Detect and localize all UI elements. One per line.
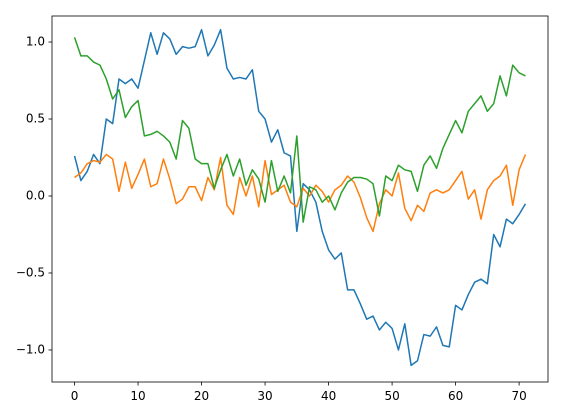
- x-tick-label: 0: [71, 389, 79, 403]
- y-tick-label: −1.0: [16, 342, 45, 356]
- x-tick-label: 70: [511, 389, 526, 403]
- axes-frame: [51, 15, 549, 383]
- x-tick-label: 30: [257, 389, 272, 403]
- y-tick-label: −0.5: [16, 265, 45, 279]
- y-tick-label: 0.0: [26, 188, 45, 202]
- x-tick-label: 40: [321, 389, 336, 403]
- line: [74, 153, 527, 233]
- x-tick-label: 60: [448, 389, 463, 403]
- line: [73, 28, 527, 367]
- y-tick-label: 1.0: [26, 35, 45, 49]
- x-tick-label: 10: [130, 389, 145, 403]
- y-tick-label: 0.5: [26, 112, 45, 126]
- x-tick-label: 20: [194, 389, 209, 403]
- line: [73, 37, 526, 223]
- x-tick-label: 50: [384, 389, 399, 403]
